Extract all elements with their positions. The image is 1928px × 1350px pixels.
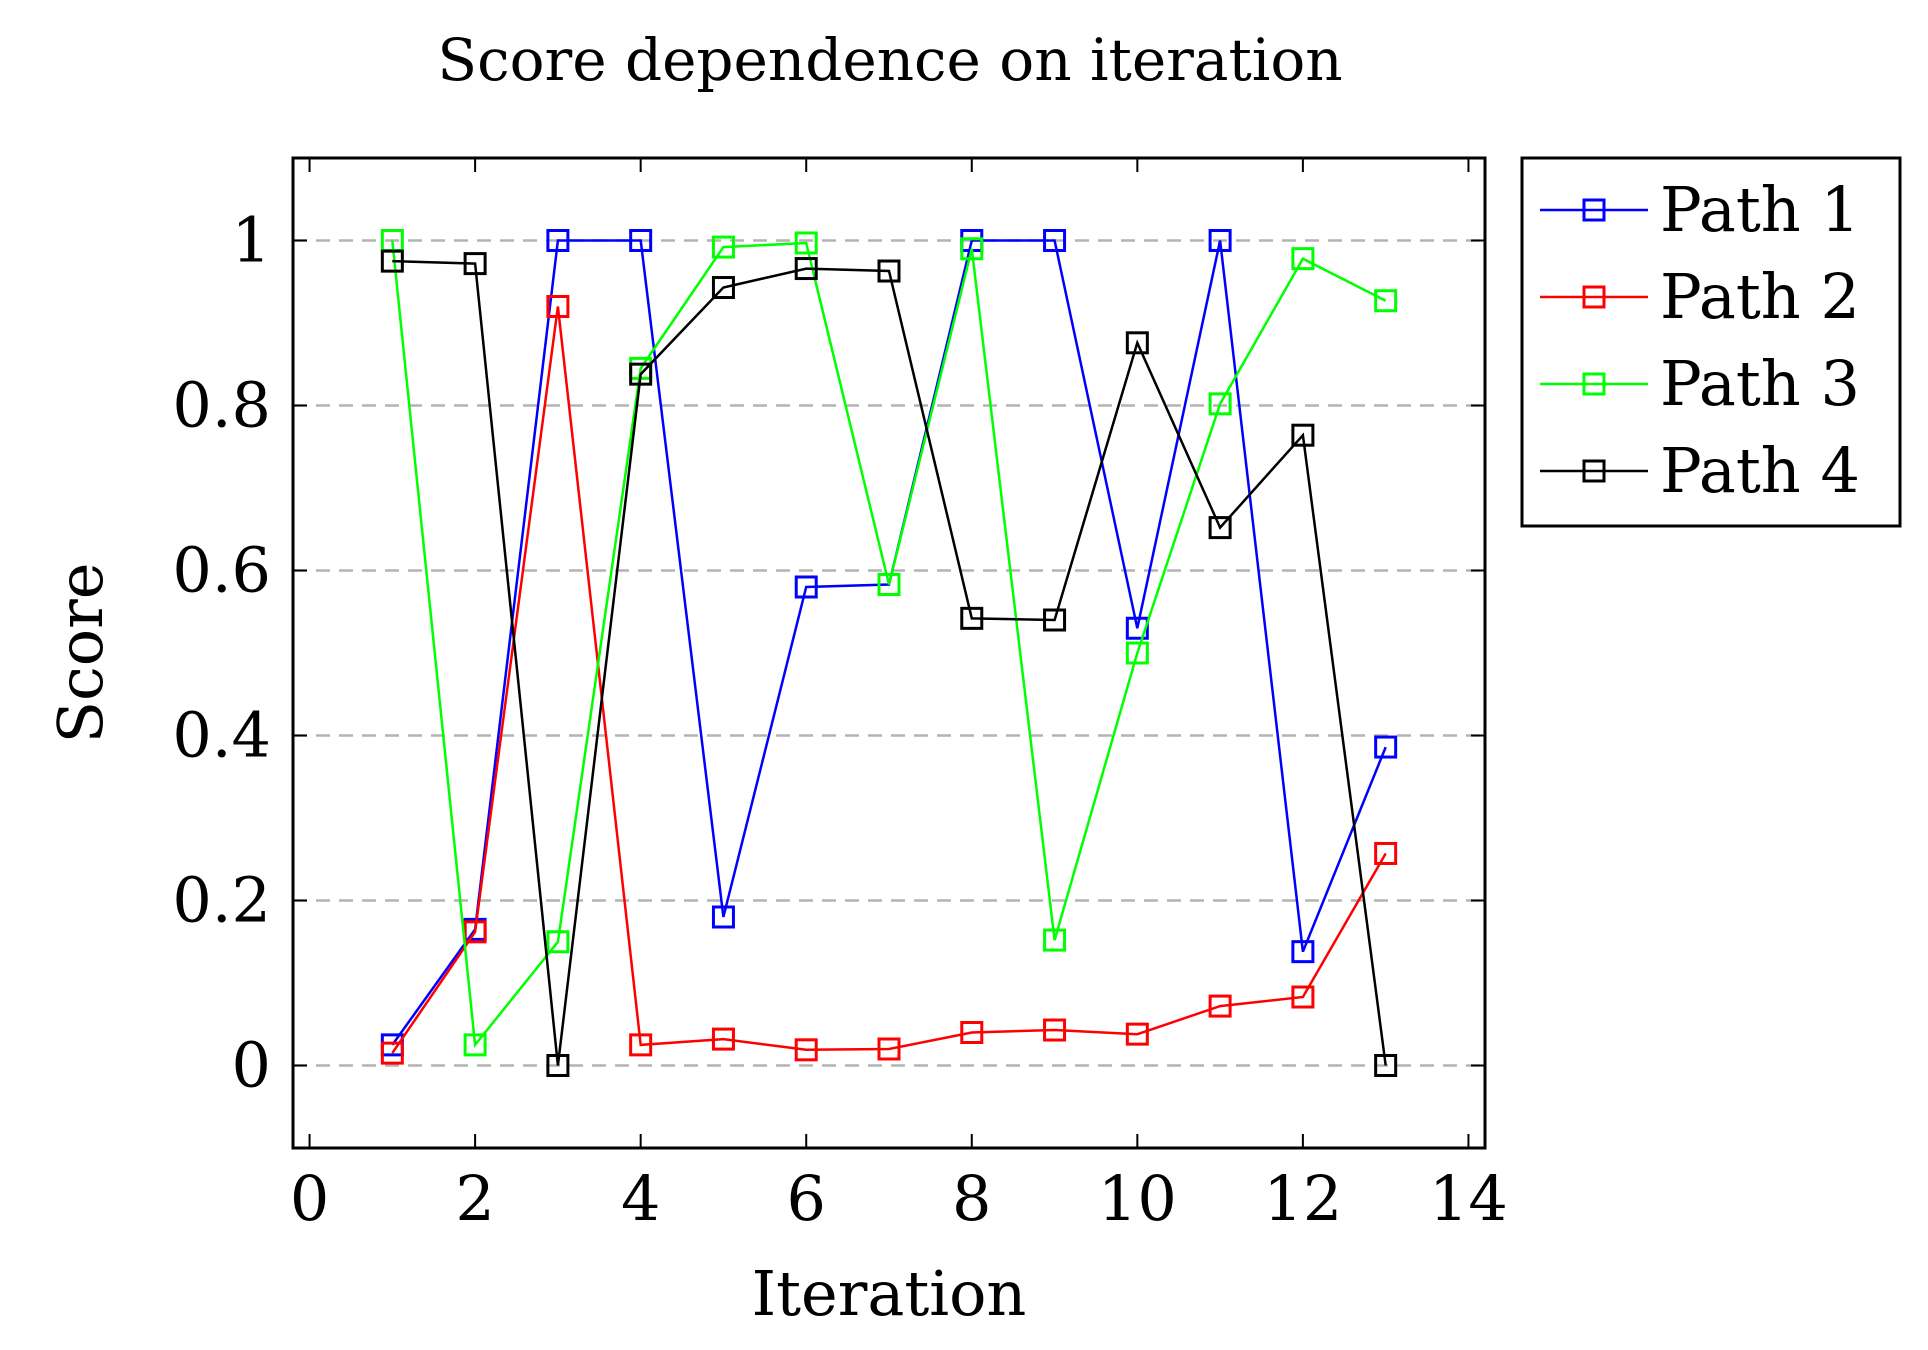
chart-title: Score dependence on iteration bbox=[437, 26, 1342, 94]
data-point bbox=[794, 1038, 818, 1062]
x-tick-label: 14 bbox=[1429, 1162, 1508, 1235]
data-point bbox=[960, 1021, 984, 1044]
data-point bbox=[711, 276, 735, 300]
y-tick-label: 1 bbox=[232, 204, 271, 277]
data-point bbox=[629, 1033, 653, 1057]
data-point bbox=[794, 575, 818, 599]
data-point bbox=[1043, 1018, 1067, 1042]
series-line bbox=[391, 239, 1387, 1046]
data-point bbox=[711, 235, 735, 259]
data-point bbox=[1043, 229, 1067, 252]
data-point bbox=[1208, 994, 1232, 1018]
legend-marker bbox=[1582, 459, 1606, 483]
data-point bbox=[1374, 1054, 1398, 1077]
legend: Path 1 Path 2 Path 3 Path 4 bbox=[1520, 156, 1902, 528]
data-point bbox=[1208, 516, 1232, 540]
y-tick-label: 0.2 bbox=[172, 864, 271, 937]
data-point bbox=[546, 295, 570, 318]
data-point bbox=[794, 257, 818, 281]
axis-ticks: 00.20.40.60.810 2 4 6 8 10 12 14 bbox=[172, 158, 1508, 1235]
data-point bbox=[711, 905, 735, 929]
data-point bbox=[1291, 985, 1315, 1009]
legend-entry: Path 3 bbox=[1540, 347, 1860, 420]
data-point bbox=[629, 229, 653, 252]
data-point bbox=[380, 1041, 404, 1065]
data-point bbox=[380, 249, 404, 273]
data-point bbox=[546, 930, 570, 954]
data-point bbox=[1374, 735, 1398, 759]
series-3 bbox=[380, 229, 1398, 1057]
y-tick-label: 0.4 bbox=[172, 699, 271, 772]
data-point bbox=[877, 573, 901, 597]
y-tick-label: 0 bbox=[232, 1029, 271, 1102]
y-tick-label: 0.8 bbox=[172, 369, 271, 442]
series-line bbox=[391, 306, 1387, 1054]
data-point bbox=[1291, 247, 1315, 271]
x-tick-label: 4 bbox=[621, 1162, 660, 1235]
data-point bbox=[1374, 289, 1398, 313]
data-point bbox=[1291, 940, 1315, 964]
data-point bbox=[1043, 608, 1067, 632]
data-point bbox=[794, 231, 818, 255]
series-4 bbox=[380, 249, 1398, 1077]
legend-marker bbox=[1582, 372, 1606, 396]
series-2 bbox=[380, 295, 1398, 1065]
data-point bbox=[711, 1027, 735, 1051]
x-tick-label: 6 bbox=[786, 1162, 825, 1235]
data-point bbox=[1125, 616, 1149, 640]
legend-label: Path 1 bbox=[1660, 173, 1860, 246]
x-axis-label: Iteration bbox=[752, 1257, 1027, 1330]
data-point bbox=[546, 229, 570, 252]
legend-marker bbox=[1582, 198, 1606, 222]
data-point bbox=[960, 237, 984, 261]
data-point bbox=[1125, 331, 1149, 355]
y-tick-label: 0.6 bbox=[172, 534, 271, 607]
legend-label: Path 4 bbox=[1660, 434, 1860, 507]
data-point bbox=[1125, 641, 1149, 665]
series-1 bbox=[380, 229, 1398, 1057]
x-tick-label: 2 bbox=[455, 1162, 494, 1235]
data-point bbox=[629, 362, 653, 386]
data-point bbox=[463, 1033, 487, 1057]
data-point bbox=[463, 252, 487, 276]
data-point bbox=[1208, 392, 1232, 416]
series-line bbox=[391, 240, 1387, 1049]
legend-entry: Path 1 bbox=[1540, 173, 1860, 246]
data-point bbox=[960, 606, 984, 630]
gridlines bbox=[293, 239, 1485, 1067]
legend-entry: Path 4 bbox=[1540, 434, 1860, 507]
data-point bbox=[1208, 229, 1232, 252]
legend-marker bbox=[1582, 285, 1606, 309]
y-axis-label: Score bbox=[44, 563, 117, 744]
data-point bbox=[877, 1037, 901, 1061]
data-point bbox=[877, 259, 901, 283]
legend-entry: Path 2 bbox=[1540, 260, 1860, 333]
data-point bbox=[1374, 841, 1398, 865]
x-tick-label: 12 bbox=[1263, 1162, 1342, 1235]
series-line bbox=[392, 259, 1387, 1066]
data-point bbox=[463, 920, 487, 944]
legend-label: Path 3 bbox=[1660, 347, 1860, 420]
data-point bbox=[546, 1054, 570, 1077]
data-point bbox=[1125, 1022, 1149, 1046]
x-tick-label: 0 bbox=[290, 1162, 329, 1235]
plot-area-frame bbox=[291, 156, 1487, 1150]
series-layer bbox=[380, 229, 1398, 1077]
legend-label: Path 2 bbox=[1660, 260, 1860, 333]
data-point bbox=[1291, 423, 1315, 447]
data-point bbox=[1043, 928, 1067, 952]
x-tick-label: 8 bbox=[952, 1162, 991, 1235]
x-tick-label: 10 bbox=[1098, 1162, 1177, 1235]
